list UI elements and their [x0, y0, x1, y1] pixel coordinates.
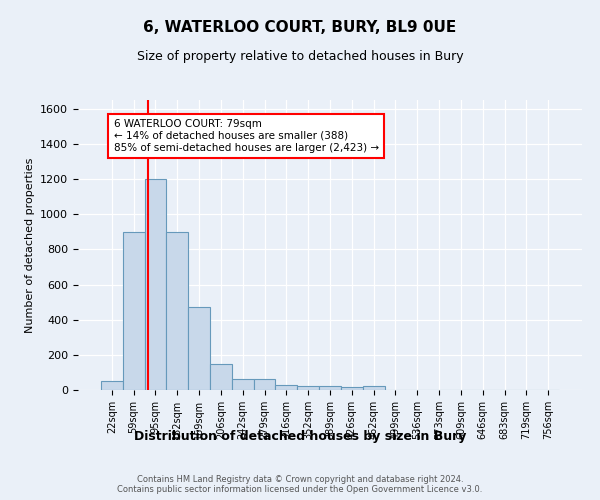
- Text: 6, WATERLOO COURT, BURY, BL9 0UE: 6, WATERLOO COURT, BURY, BL9 0UE: [143, 20, 457, 35]
- Text: Distribution of detached houses by size in Bury: Distribution of detached houses by size …: [134, 430, 466, 443]
- Bar: [363, 386, 385, 390]
- Text: Contains HM Land Registry data © Crown copyright and database right 2024.
Contai: Contains HM Land Registry data © Crown c…: [118, 475, 482, 494]
- Bar: [210, 364, 232, 390]
- Bar: [254, 380, 275, 390]
- Bar: [145, 179, 166, 390]
- Bar: [275, 384, 297, 390]
- Y-axis label: Number of detached properties: Number of detached properties: [25, 158, 35, 332]
- Bar: [341, 387, 363, 390]
- Bar: [319, 386, 341, 390]
- Bar: [297, 386, 319, 390]
- Bar: [123, 232, 145, 390]
- Text: 6 WATERLOO COURT: 79sqm
← 14% of detached houses are smaller (388)
85% of semi-d: 6 WATERLOO COURT: 79sqm ← 14% of detache…: [113, 120, 379, 152]
- Text: Size of property relative to detached houses in Bury: Size of property relative to detached ho…: [137, 50, 463, 63]
- Bar: [232, 378, 254, 390]
- Bar: [166, 232, 188, 390]
- Bar: [101, 381, 123, 390]
- Bar: [188, 308, 210, 390]
